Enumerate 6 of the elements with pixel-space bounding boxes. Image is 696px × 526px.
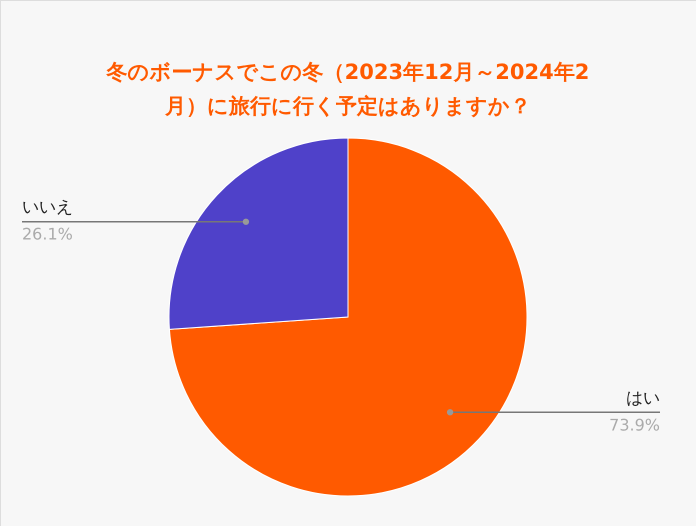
slice-label: はい: [626, 388, 660, 408]
data-label: 26.1%: [22, 224, 73, 244]
pie-slice: [168, 138, 528, 496]
chart-title: 冬のボーナスでこの冬（2023年12月～2024年2月）に旅行に行く予定はありますか？: [106, 60, 590, 118]
slice-label: いいえ: [22, 198, 73, 218]
data-label: 73.9%: [609, 415, 660, 434]
